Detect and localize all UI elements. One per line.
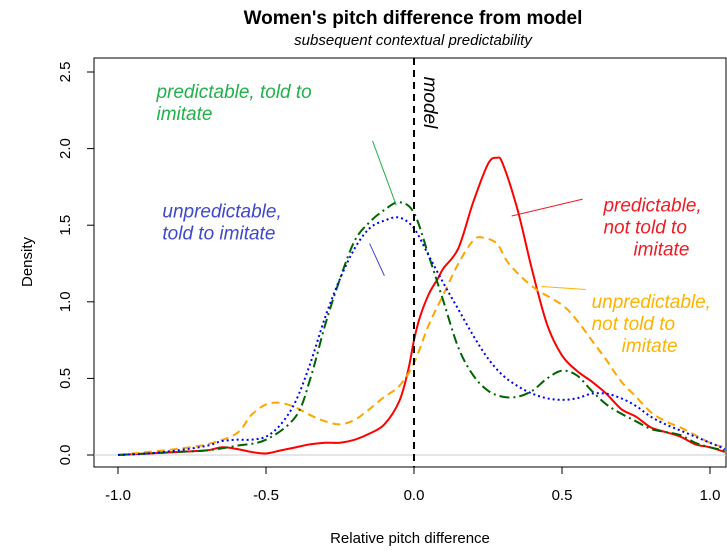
x-axis: -1.0 -0.5 0.0 0.5 1.0 [105,467,720,504]
annotation-leader-line [369,243,385,276]
chart-title: Women's pitch difference from model [244,8,583,29]
y-tick-label: 0.0 [57,445,74,466]
y-tick-label: 2.5 [57,62,74,83]
annotation-leader-line [511,198,583,217]
x-tick-label: 0.5 [552,487,573,504]
y-tick-label: 1.5 [57,215,74,236]
y-tick-label: 2.0 [57,138,74,159]
y-tick-label: 0.5 [57,368,74,389]
x-tick-label: 0.0 [404,487,425,504]
series-annotation: unpredictable, told to imitate [162,202,281,245]
y-tick-label: 1.0 [57,291,74,312]
series-line: predictable, told to imitate [117,201,726,456]
series-annotation: predictable, not told to imitate [602,195,701,260]
reference-layer: model [413,58,440,467]
annotation-leader-line [541,285,586,291]
series-line: unpredictable, not told to imitate [117,236,726,456]
x-tick-label: -0.5 [253,487,279,504]
y-axis: 0.0 0.5 1.0 1.5 2.0 2.5 [57,62,94,466]
series-annotation: unpredictable, not told to imitate [592,292,711,357]
series-layer: predictable, not told to imitateunpredic… [117,156,726,456]
series-annotation: predictable, told to imitate [155,82,311,125]
annotation-layer: predictable, told to imitate unpredictable… [155,82,710,357]
annotation-leader-line [372,140,397,206]
x-tick-label: 1.0 [700,487,721,504]
chart-subtitle: subsequent contextual predictability [294,32,533,49]
y-axis-label: Density [19,236,36,287]
model-reference-label: model [419,77,440,130]
plot-frame [93,57,727,468]
x-tick-label: -1.0 [105,487,131,504]
series-line: predictable, not told to imitate [117,156,726,456]
series-line: unpredictable, told to imitate [117,216,726,456]
x-axis-label: Relative pitch difference [330,530,490,547]
